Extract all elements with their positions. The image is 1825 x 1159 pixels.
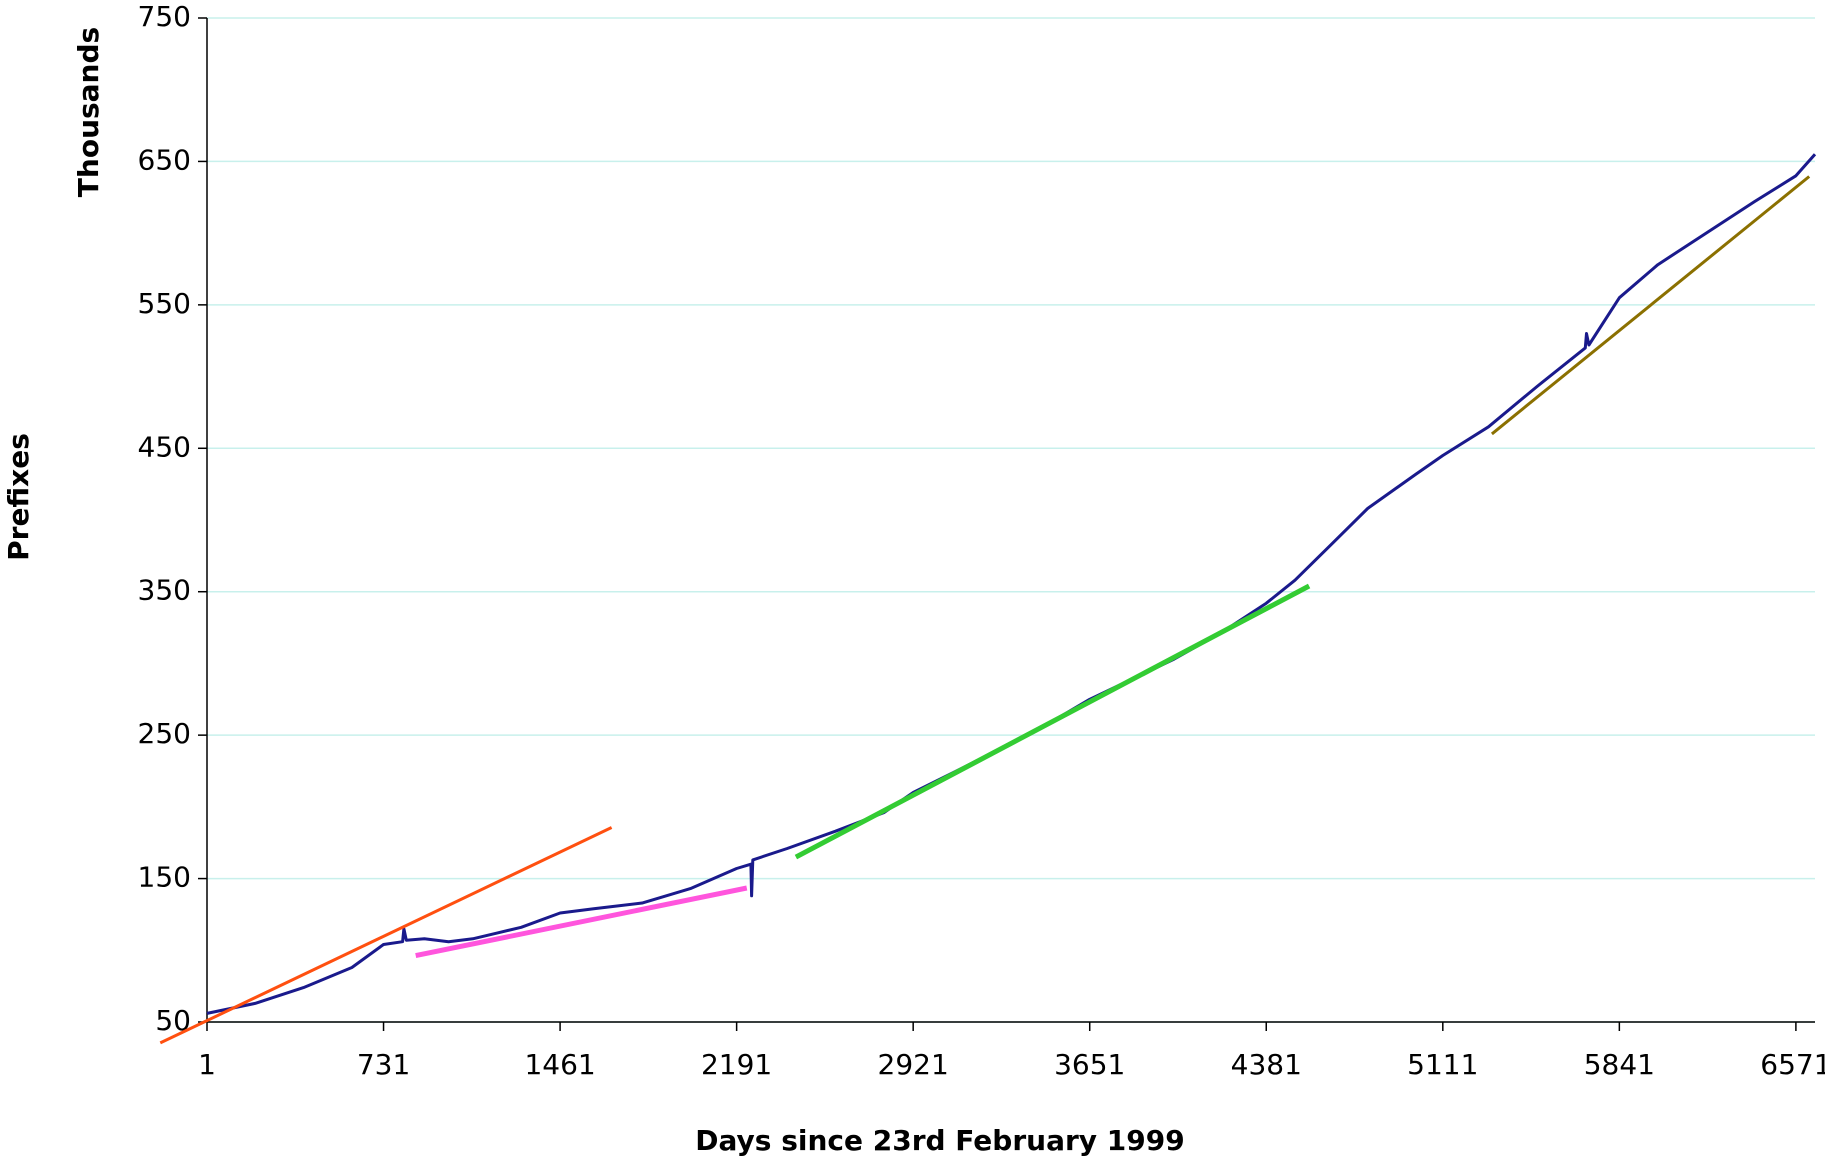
series-line — [206, 153, 1817, 1015]
x-tick-label: 2921 — [878, 1048, 949, 1081]
series-line — [415, 885, 748, 959]
x-tick-label: 6571 — [1760, 1048, 1825, 1081]
x-tick-label: 3651 — [1054, 1048, 1125, 1081]
x-tick-label: 1461 — [524, 1048, 595, 1081]
x-tick-label: 731 — [357, 1048, 410, 1081]
series-line — [159, 826, 613, 1045]
y-tick-label: 450 — [138, 430, 191, 463]
y-tick-label: 250 — [138, 717, 191, 750]
y-tick-label: 750 — [138, 0, 191, 33]
x-tick-label: 5111 — [1407, 1048, 1478, 1081]
x-tick-label: 1 — [198, 1048, 216, 1081]
y-unit-label: Thousands — [72, 27, 105, 197]
x-tick-label: 5841 — [1584, 1048, 1655, 1081]
series-line — [1490, 175, 1811, 436]
y-tick-label: 650 — [138, 143, 191, 176]
y-tick-label: 550 — [138, 287, 191, 320]
series-line — [794, 583, 1311, 860]
y-axis-label: Prefixes — [2, 433, 35, 561]
x-tick-label: 2191 — [701, 1048, 772, 1081]
x-axis-label: Days since 23rd February 1999 — [695, 1124, 1184, 1157]
x-tick-label: 4381 — [1231, 1048, 1302, 1081]
y-tick-label: 350 — [138, 574, 191, 607]
y-tick-label: 150 — [138, 861, 191, 894]
